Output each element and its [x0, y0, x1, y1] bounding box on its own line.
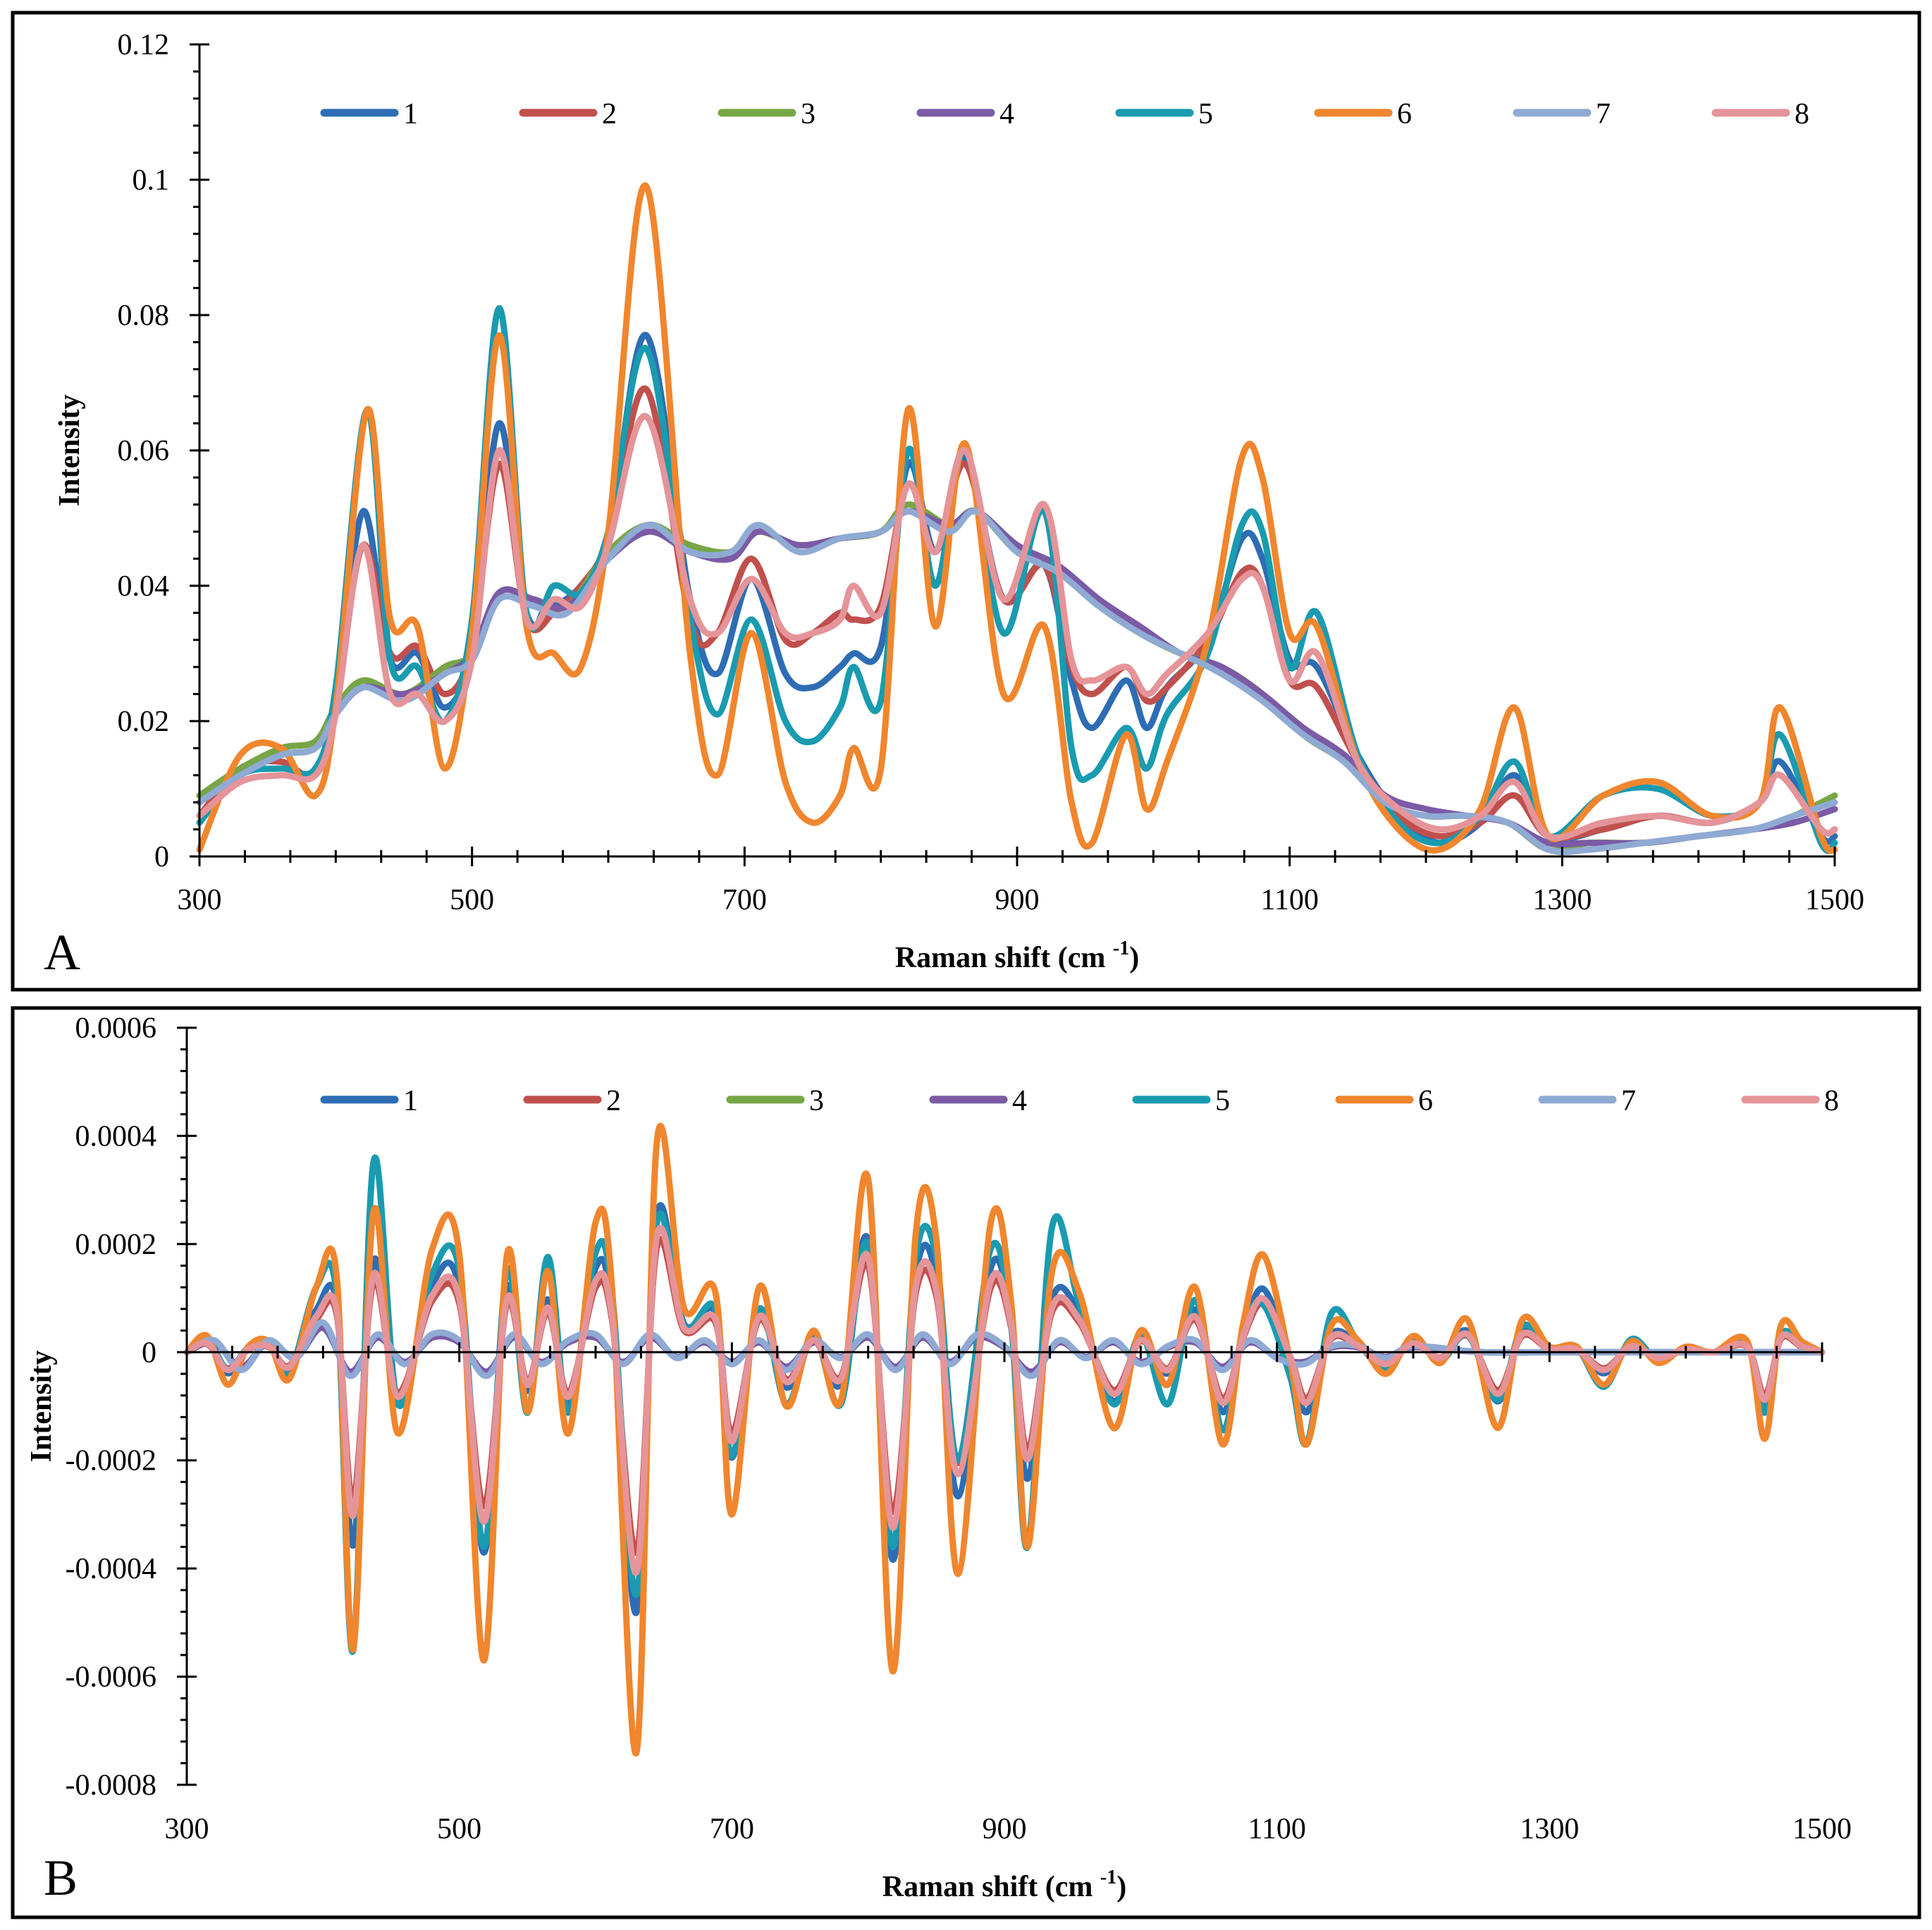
panel-0-series-8-line [196, 413, 1838, 841]
panel-0-x-axis-title-close: ) [1129, 942, 1139, 974]
panel-1-series-lines [183, 1122, 1826, 1757]
panel-0-x-tick-label: 900 [995, 884, 1040, 916]
panel-1-legend-label-5: 5 [1215, 1085, 1230, 1117]
panel-1-legend-label-3: 3 [809, 1085, 824, 1117]
panel-0-y-tick-label: 0.1 [133, 164, 170, 197]
panel-1-x-axis-title: Raman shift (cm -1) [882, 1867, 1126, 1903]
panel-0-y-tick-label: 0.12 [118, 29, 170, 61]
panel-0-x-tick-label: 500 [450, 884, 494, 916]
panel-1-x-axis-title-sup: -1 [1100, 1867, 1116, 1888]
panel-1-legend-label-2: 2 [606, 1085, 621, 1117]
panel-0-x-tick-label: 700 [722, 884, 767, 916]
panel-0-x-tick-label: 1500 [1805, 884, 1864, 916]
panel-1-letter: B [44, 1850, 78, 1906]
panel-0-legend-label-8: 8 [1795, 98, 1809, 130]
panel-0-y-tick-label: 0 [154, 841, 169, 873]
panel-0-y-tick-label: 0.06 [118, 435, 170, 467]
panel-0-y-tick-label: 0.08 [118, 300, 170, 332]
panel-0-x-axis-title: Raman shift (cm -1) [895, 938, 1139, 974]
panel-0-legend-label-4: 4 [999, 98, 1014, 130]
panel-1-legend-label-1: 1 [403, 1085, 418, 1117]
panel-0-y-tick-label: 0.02 [118, 706, 170, 738]
panel-0-series-lines [196, 182, 1838, 856]
panel-0-legend-label-2: 2 [602, 98, 617, 130]
panel-1-legend-label-7: 7 [1621, 1085, 1636, 1117]
panel-1-y-tick-label: -0.0006 [66, 1661, 157, 1694]
panel-0-x-axis-title-main: Raman shift (cm [895, 942, 1113, 974]
panel-0-y-tick-label: 0.04 [118, 570, 170, 603]
panel-1-series-8-line [183, 1224, 1826, 1576]
panel-1-y-tick-label: -0.0008 [66, 1769, 157, 1802]
panel-0-letter: A [44, 924, 80, 981]
panel-a-chart: 0 0.02 0.04 0.06 0.08 0.1 0.12 300 500 700 900 1100… [44, 29, 1864, 981]
panel-0-x-tick-label: 1100 [1260, 884, 1318, 916]
panel-1-x-tick-label: 500 [437, 1813, 481, 1845]
panel-1-x-tick-label: 900 [983, 1813, 1027, 1845]
panel-1-x-tick-label: 700 [710, 1813, 754, 1845]
panel-0-series-7-line [196, 508, 1838, 856]
panel-1-y-axis-title: Intensity [25, 1351, 58, 1463]
panel-1-legend-label-4: 4 [1012, 1085, 1027, 1117]
panel-0-series-5-line [196, 305, 1838, 854]
panel-1-axes: -0.0008 -0.0006 -0.0004 -0.0002 0 0.0002 0.000… [66, 1012, 1852, 1845]
panel-1-legend: 1 2 3 4 5 6 7 8 [320, 1085, 1839, 1117]
panel-0-legend-label-6: 6 [1397, 98, 1412, 130]
panel-1-x-tick-label: 1300 [1520, 1813, 1579, 1845]
panel-1-x-tick-label: 300 [165, 1813, 209, 1845]
panel-1-y-tick-label: 0.0002 [75, 1229, 157, 1261]
panel-1-legend-label-8: 8 [1824, 1085, 1839, 1117]
panel-0-x-tick-label: 300 [178, 884, 222, 916]
panel-1-x-axis-title-main: Raman shift (cm [882, 1871, 1100, 1903]
panel-1-x-tick-label: 1500 [1792, 1813, 1852, 1845]
panel-0-legend-label-5: 5 [1198, 98, 1213, 130]
panel-b-chart: -0.0008 -0.0006 -0.0004 -0.0002 0 0.0002 0.000… [25, 1012, 1852, 1906]
panel-1-y-tick-label: -0.0002 [66, 1445, 157, 1477]
panel-0-legend-label-7: 7 [1596, 98, 1611, 130]
panel-0-axes: 0 0.02 0.04 0.06 0.08 0.1 0.12 300 500 700 900 1100… [118, 29, 1865, 916]
panel-0-y-axis-title: Intensity [54, 395, 86, 507]
panel-1-legend-label-6: 6 [1418, 1085, 1433, 1117]
panel-0-legend-label-1: 1 [403, 98, 418, 130]
panel-1-y-tick-label: -0.0004 [66, 1553, 157, 1585]
panel-0-x-axis-title-sup: -1 [1113, 938, 1129, 959]
panel-1-x-axis-title-close: ) [1116, 1871, 1126, 1903]
panel-1-x-tick-label: 1100 [1248, 1813, 1305, 1845]
panel-0-series-6-line [196, 182, 1838, 854]
panel-1-y-tick-label: 0.0004 [75, 1120, 157, 1153]
panel-0-legend-label-3: 3 [801, 98, 816, 130]
panel-1-y-tick-label: 0.0006 [75, 1012, 157, 1045]
panel-0-legend: 1 2 3 4 5 6 7 8 [320, 98, 1809, 130]
panel-0-x-tick-label: 1300 [1532, 884, 1592, 916]
panel-1-y-tick-label: 0 [142, 1336, 156, 1369]
